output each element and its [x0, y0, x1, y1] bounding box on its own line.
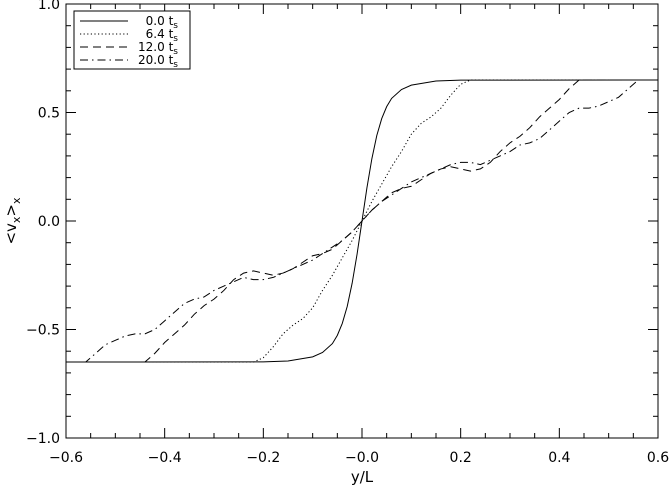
x-tick-label: −0.0 [345, 450, 379, 466]
x-tick-label: 0.4 [548, 450, 570, 466]
series-line-3 [66, 79, 658, 363]
legend-entry-2: 12.0 ts [138, 40, 178, 57]
x-axis-label: y/L [351, 468, 374, 485]
legend-entry-0: 0.0 ts [146, 14, 179, 31]
y-axis-label-text: <vx>x [2, 197, 23, 245]
x-tick-label: −0.6 [49, 450, 83, 466]
y-axis-label: <vx>x [2, 197, 23, 245]
y-tick-label: −1.0 [26, 431, 60, 447]
y-tick-label: 0.0 [38, 214, 60, 230]
x-tick-label: −0.2 [246, 450, 280, 466]
x-tick-label: 0.2 [450, 450, 472, 466]
y-tick-label: 0.5 [38, 106, 60, 122]
series-group [65, 79, 659, 363]
plot-frame [65, 3, 659, 439]
legend-entry-1: 6.4 ts [146, 27, 179, 44]
y-tick-label: −0.5 [26, 323, 60, 339]
legend-entry-3: 20.0 ts [138, 53, 178, 70]
x-tick-label: 0.6 [647, 450, 669, 466]
series-line-1 [66, 79, 658, 363]
x-tick-label: −0.4 [148, 450, 182, 466]
tick-label-group: −0.6 −0.4 −0.2 −0.0 0.2 0.4 0.6 −1.0 −0.5 0.0 0.5 1… [26, 0, 669, 466]
y-tick-label: 1.0 [38, 0, 60, 13]
